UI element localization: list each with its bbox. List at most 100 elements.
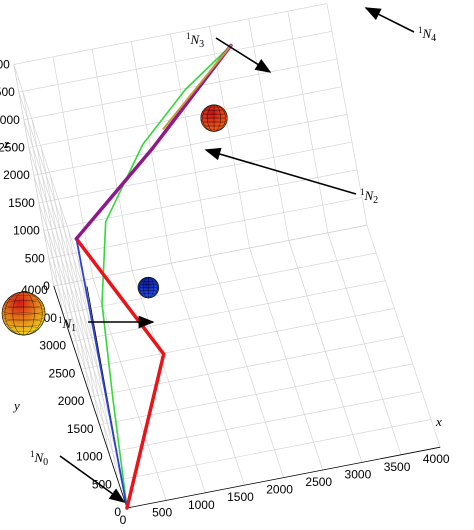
x-tick-label: 500 (152, 505, 172, 519)
sphere-latitude (140, 278, 156, 282)
x-tick-label: 0 (120, 513, 127, 527)
sphere-meridian (142, 276, 154, 299)
left-wall-grid-line (13, 64, 88, 287)
sphere-body (1, 291, 46, 336)
sphere-latitude (204, 125, 224, 130)
floor-grid-line (72, 280, 386, 342)
sphere-meridian (1, 291, 46, 336)
back-wall-grid-line (33, 114, 348, 176)
back-wall-grid-line (23, 58, 338, 121)
x-axis-label: x (435, 414, 442, 429)
sphere-meridian (12, 291, 35, 336)
sphere-meridian (139, 276, 158, 299)
left-wall-grid-line (13, 64, 55, 287)
x-tick-label: 3500 (384, 460, 411, 474)
sphere-latitude (140, 293, 156, 297)
sphere-latitude (138, 281, 158, 286)
back-wall-grid-line (326, 3, 368, 226)
sphere-body (200, 104, 228, 132)
path-series (75, 237, 128, 509)
sphere-meridian (202, 104, 226, 132)
back-wall-grid-line (248, 18, 289, 241)
obstacles (1, 104, 228, 336)
floor-grid-line (249, 247, 324, 471)
sphere-latitude (200, 117, 228, 123)
node-label-text: 1N0 (30, 449, 48, 468)
sphere-latitude (200, 113, 228, 119)
sphere-latitude (8, 325, 39, 332)
sphere-latitude (3, 300, 44, 309)
sphere-latitude (3, 319, 44, 327)
z-tick-label: 3000 (0, 113, 20, 127)
z-tick-label: 1500 (8, 196, 35, 210)
node-label-n1: 1N1 (58, 315, 155, 334)
z-tick-label: 2000 (3, 168, 30, 182)
sphere-latitude (1, 312, 46, 321)
left-wall-grid-line (31, 119, 73, 342)
back-wall-grid-line (287, 11, 329, 233)
path-series (74, 43, 233, 241)
back-wall-grid-line (18, 31, 333, 93)
x-tick-label: 2000 (266, 483, 293, 497)
sphere-meridian (139, 276, 158, 299)
sphere-meridian (4, 291, 43, 336)
left-wall-grid-line (18, 92, 93, 315)
obstacle-sphere (1, 291, 46, 336)
node-label-text: 1N1 (58, 315, 76, 334)
floor-grid-line (288, 240, 363, 463)
sphere-latitude (138, 290, 158, 294)
paths (74, 43, 233, 510)
left-wall-grid-line (23, 119, 98, 342)
path-series (101, 44, 232, 509)
floor-grid-line (62, 252, 377, 315)
node-label-text: 1N2 (360, 187, 378, 206)
floor-grid-line (90, 335, 404, 398)
y-tick-label: 2500 (49, 366, 76, 380)
obstacle-sphere (137, 276, 160, 299)
y-tick-label: 1000 (76, 450, 103, 464)
node-label-n4: 1N4 (364, 7, 436, 44)
z-tick-label: 4000 (0, 57, 10, 71)
node-label-arrow (59, 455, 126, 503)
node-annotations: 1N0 1N1 1N2 1N3 1N4 (30, 7, 436, 503)
sphere-latitude (201, 121, 227, 127)
z-tick-label: 3500 (0, 85, 15, 99)
x-tick-label: 1000 (188, 498, 215, 512)
z-tick-label: 2500 (0, 141, 25, 155)
y-axis-line (53, 285, 128, 509)
tick-labels: 0500100015002000250030003500400005001000… (0, 57, 450, 527)
floor-grid-line (81, 308, 395, 370)
y-tick-label: 3000 (39, 339, 66, 353)
axis-labels: z y x (3, 136, 442, 429)
sphere-latitude (8, 295, 39, 302)
sphere-meridian (202, 104, 226, 132)
floor-grid-line (366, 225, 441, 448)
sphere-latitude (137, 286, 159, 292)
node-label-text: 1N4 (418, 25, 436, 44)
left-wall-grid-line (40, 147, 82, 370)
z-tick-label: 1000 (13, 224, 40, 238)
sphere-meridian (207, 104, 221, 132)
y-tick-label: 1500 (67, 422, 94, 436)
sphere-latitude (137, 284, 159, 289)
node-label-arrow (215, 37, 272, 73)
path-series (74, 237, 166, 510)
left-wall-grid-line (22, 92, 64, 314)
z-axis-label: z (3, 136, 9, 151)
sphere-meridian (137, 276, 159, 299)
path-series (162, 44, 232, 130)
back-wall-grid-line (28, 86, 343, 148)
sphere-latitude (201, 110, 227, 115)
obstacle-sphere (200, 104, 228, 132)
floor-grid-line (327, 232, 402, 455)
x-tick-label: 4000 (423, 452, 450, 466)
back-wall-grid-line (13, 3, 328, 65)
node-label-arrow (364, 7, 415, 33)
x-tick-label: 3000 (345, 467, 372, 481)
x-tick-label: 1500 (227, 490, 254, 504)
sphere-meridian (207, 104, 221, 132)
sphere-meridian (4, 291, 43, 336)
node-label-n2: 1N2 (204, 147, 378, 206)
node-label-arrow (204, 147, 357, 195)
